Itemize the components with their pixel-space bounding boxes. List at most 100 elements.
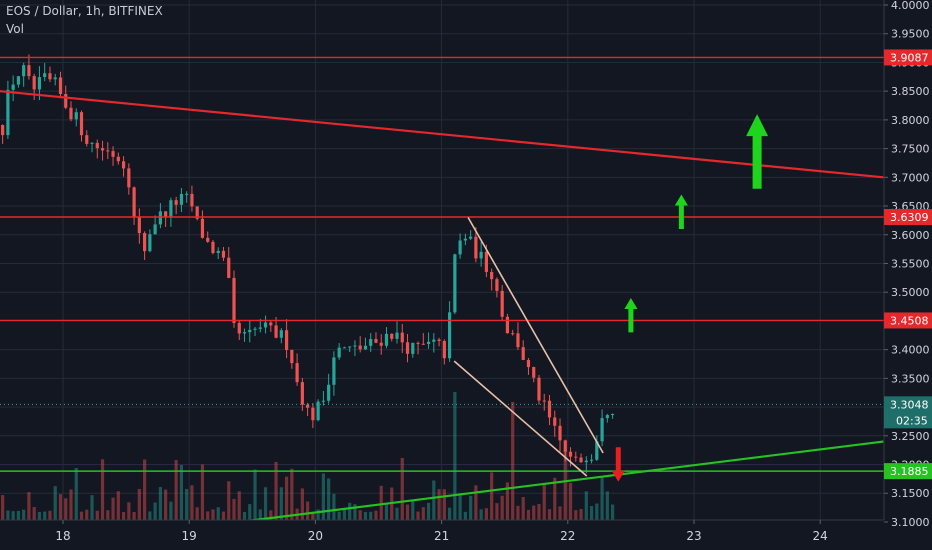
volume-bar bbox=[106, 510, 110, 520]
countdown-label: 02:35 bbox=[896, 414, 928, 427]
volume-bar bbox=[43, 511, 47, 520]
candle bbox=[379, 342, 383, 346]
candle bbox=[185, 193, 189, 195]
candle bbox=[369, 339, 373, 346]
volume-bar bbox=[579, 509, 583, 520]
volume-bar bbox=[121, 511, 126, 520]
candle bbox=[74, 112, 78, 120]
volume-bar bbox=[148, 511, 152, 520]
arrow-up-icon bbox=[746, 114, 769, 189]
candle bbox=[43, 73, 47, 78]
volume-bar bbox=[263, 487, 268, 520]
volume-bar bbox=[348, 502, 352, 520]
candle bbox=[400, 332, 404, 343]
volume-bar bbox=[179, 465, 184, 520]
candle bbox=[395, 332, 399, 339]
volume-bar bbox=[526, 509, 531, 520]
volume-bar bbox=[190, 485, 194, 520]
y-tick-label: 3.9500 bbox=[891, 28, 930, 41]
volume-bar bbox=[379, 485, 383, 520]
candle bbox=[169, 200, 173, 217]
candle bbox=[542, 400, 546, 402]
volume-bar bbox=[500, 495, 504, 520]
x-tick-label: 18 bbox=[55, 529, 70, 543]
candle bbox=[121, 161, 126, 169]
price-level-label: 3.4508 bbox=[890, 314, 929, 327]
volume-bar bbox=[242, 511, 247, 520]
volume-bar bbox=[342, 509, 347, 520]
volume-bar bbox=[248, 504, 252, 520]
volume-bar bbox=[279, 487, 283, 520]
volume-bar bbox=[532, 505, 536, 520]
price-level-tag bbox=[884, 49, 932, 66]
candle bbox=[437, 339, 441, 342]
volume-bar bbox=[74, 468, 78, 520]
volume-bar bbox=[258, 509, 262, 520]
volume-bar bbox=[332, 493, 336, 520]
candle bbox=[195, 206, 199, 219]
volume-bar bbox=[11, 511, 15, 520]
candle bbox=[116, 156, 120, 162]
volume-bar bbox=[416, 511, 420, 520]
candle bbox=[353, 345, 357, 347]
y-tick-label: 3.2500 bbox=[891, 430, 930, 443]
volume-bar bbox=[469, 495, 473, 520]
candle bbox=[269, 322, 273, 326]
volume-bar bbox=[153, 502, 157, 520]
volume-bar bbox=[200, 464, 205, 520]
candle bbox=[6, 89, 10, 136]
candle bbox=[332, 357, 336, 385]
volume-bar bbox=[95, 510, 99, 520]
candle bbox=[584, 460, 588, 463]
candle bbox=[500, 290, 504, 317]
y-tick-label: 3.7000 bbox=[891, 171, 930, 184]
candle bbox=[384, 333, 389, 346]
candle bbox=[453, 254, 457, 313]
volume-bar bbox=[442, 489, 446, 520]
candle bbox=[447, 312, 452, 359]
candle bbox=[605, 415, 609, 419]
candle bbox=[206, 237, 210, 242]
candle bbox=[253, 328, 257, 330]
candle bbox=[106, 150, 110, 152]
candle bbox=[411, 342, 415, 354]
candle bbox=[53, 77, 57, 80]
candle bbox=[164, 211, 168, 217]
candle bbox=[153, 224, 157, 235]
candle bbox=[1, 125, 5, 136]
candle bbox=[589, 459, 594, 461]
volume-bar bbox=[542, 483, 546, 520]
candle bbox=[390, 333, 394, 339]
candle bbox=[442, 341, 446, 359]
price-level-tag bbox=[884, 209, 932, 226]
volume-bar bbox=[22, 509, 26, 520]
volume-bar bbox=[605, 491, 609, 520]
volume-bar bbox=[447, 507, 452, 520]
volume-bar bbox=[195, 507, 199, 520]
volume-bar bbox=[537, 503, 541, 520]
volume-bar bbox=[553, 477, 557, 520]
candle bbox=[11, 84, 15, 90]
y-tick-label: 3.7500 bbox=[891, 143, 930, 156]
y-tick-label: 3.6000 bbox=[891, 229, 930, 242]
volume-bar bbox=[269, 510, 273, 520]
candle bbox=[32, 76, 36, 90]
volume-bar bbox=[227, 481, 231, 520]
volume-bar bbox=[116, 491, 120, 520]
candle bbox=[521, 347, 525, 360]
candle bbox=[143, 233, 147, 252]
volume-bar bbox=[164, 489, 168, 520]
candle bbox=[337, 347, 341, 358]
candle bbox=[132, 187, 136, 217]
volume-bar bbox=[474, 485, 478, 520]
volume-bar bbox=[111, 497, 115, 520]
volume-bar bbox=[337, 511, 341, 520]
wedge-line bbox=[467, 217, 604, 454]
candle bbox=[274, 325, 278, 338]
candle bbox=[574, 456, 578, 458]
volume-bar bbox=[300, 488, 304, 520]
candle bbox=[127, 168, 131, 188]
volume-bar bbox=[174, 460, 178, 520]
